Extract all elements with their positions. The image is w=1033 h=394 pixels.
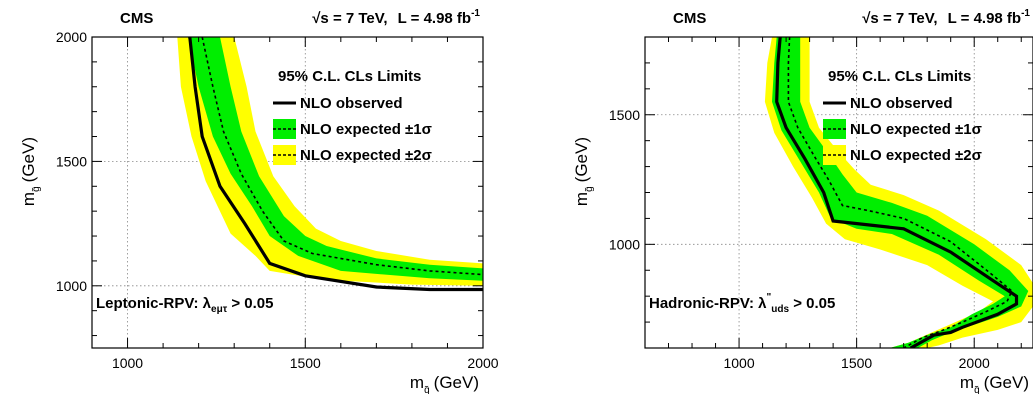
header-energy: √s = 7 TeV,: [312, 10, 387, 27]
plot-frame: [91, 36, 484, 349]
y-axis-title: mg̃ (GeV): [572, 137, 595, 206]
x-tick-label: 2000: [467, 355, 498, 371]
chart-panel-1: 1000 1500 2000 1000 1500 2000 CMS √s = 7 TeV, L …: [19, 8, 499, 394]
x-tick-label: 2000: [959, 355, 990, 371]
legend-label-observed: NLO observed: [300, 95, 403, 112]
annotation-tail: > 0.05: [789, 295, 835, 312]
header-lumi-exponent: -1: [1021, 8, 1030, 19]
annotation-text: Leptonic-RPV: λ: [96, 295, 212, 312]
header-energy-lumi: √s = 7 TeV, L = 4.98 fb-1: [862, 8, 1030, 27]
band-1sigma: [188, 37, 483, 281]
x-axis-unit: (GeV): [984, 373, 1029, 392]
y-axis-var: m: [19, 192, 38, 206]
annotation-sup: ": [767, 292, 772, 303]
x-axis-title: mq̃ (GeV): [960, 373, 1029, 394]
header-energy: √s = 7 TeV,: [862, 10, 937, 27]
header-lumi: L = 4.98 fb: [948, 10, 1022, 27]
series-expected-line: [201, 37, 483, 276]
annotation-text: Hadronic-RPV: λ: [649, 295, 767, 312]
y-axis-unit: (GeV): [19, 137, 38, 182]
header-experiment: CMS: [120, 10, 153, 27]
model-annotation: Leptonic-RPV: λeμτ > 0.05: [96, 295, 273, 315]
y-tick-label: 1000: [609, 236, 640, 252]
header-energy-lumi: √s = 7 TeV, L = 4.98 fb-1: [312, 8, 480, 27]
band-1sigma: [772, 37, 1029, 348]
series-observed-line: [188, 37, 483, 292]
x-tick-label: 1000: [723, 355, 754, 371]
x-tick-label: 1500: [290, 355, 321, 371]
legend-title: 95% C.L. CLs Limits: [828, 68, 971, 85]
annotation-tail: > 0.05: [227, 295, 273, 312]
y-tick-label: 1500: [56, 153, 87, 169]
x-axis-var: m: [960, 373, 974, 392]
header-lumi-exponent: -1: [471, 8, 480, 19]
header-experiment: CMS: [673, 10, 706, 27]
x-tick-label: 1000: [112, 355, 143, 371]
x-axis-var: m: [410, 373, 424, 392]
legend-label-2sigma: NLO expected ±2σ: [300, 147, 432, 164]
y-axis-var: m: [572, 192, 591, 206]
annotation-sub: eμτ: [211, 304, 228, 315]
plot-area: [764, 37, 1033, 348]
legend-label-observed: NLO observed: [850, 95, 953, 112]
series-observed-line: [775, 37, 1019, 348]
legend-title: 95% C.L. CLs Limits: [278, 68, 421, 85]
x-axis-unit: (GeV): [434, 373, 479, 392]
x-axis-sub: q̃: [424, 385, 430, 394]
x-axis-sub: q̃: [974, 385, 980, 394]
band-2sigma: [177, 37, 483, 286]
legend-label-2sigma: NLO expected ±2σ: [850, 147, 982, 164]
series-expected-line: [787, 37, 1013, 348]
y-axis-sub: g̃: [31, 186, 42, 192]
y-tick-label: 2000: [56, 29, 87, 45]
y-tick-label: 1500: [609, 107, 640, 123]
y-axis-title: mg̃ (GeV): [19, 137, 42, 206]
annotation-sub: uds: [771, 304, 789, 315]
header-lumi: L = 4.98 fb: [398, 10, 472, 27]
y-tick-label: 1000: [56, 278, 87, 294]
legend-label-1sigma: NLO expected ±1σ: [300, 121, 432, 138]
model-annotation: Hadronic-RPV: λ"uds > 0.05: [649, 292, 835, 315]
x-tick-label: 1500: [841, 355, 872, 371]
chart-panel-2: 1000 1500 2000 1000 1500 CMS √s = 7 TeV, L = 4.…: [572, 8, 1033, 394]
y-axis-unit: (GeV): [572, 137, 591, 182]
x-axis-title: mq̃ (GeV): [410, 373, 479, 394]
y-axis-sub: g̃: [584, 186, 595, 192]
legend-label-1sigma: NLO expected ±1σ: [850, 121, 982, 138]
plot-area: [177, 37, 483, 292]
